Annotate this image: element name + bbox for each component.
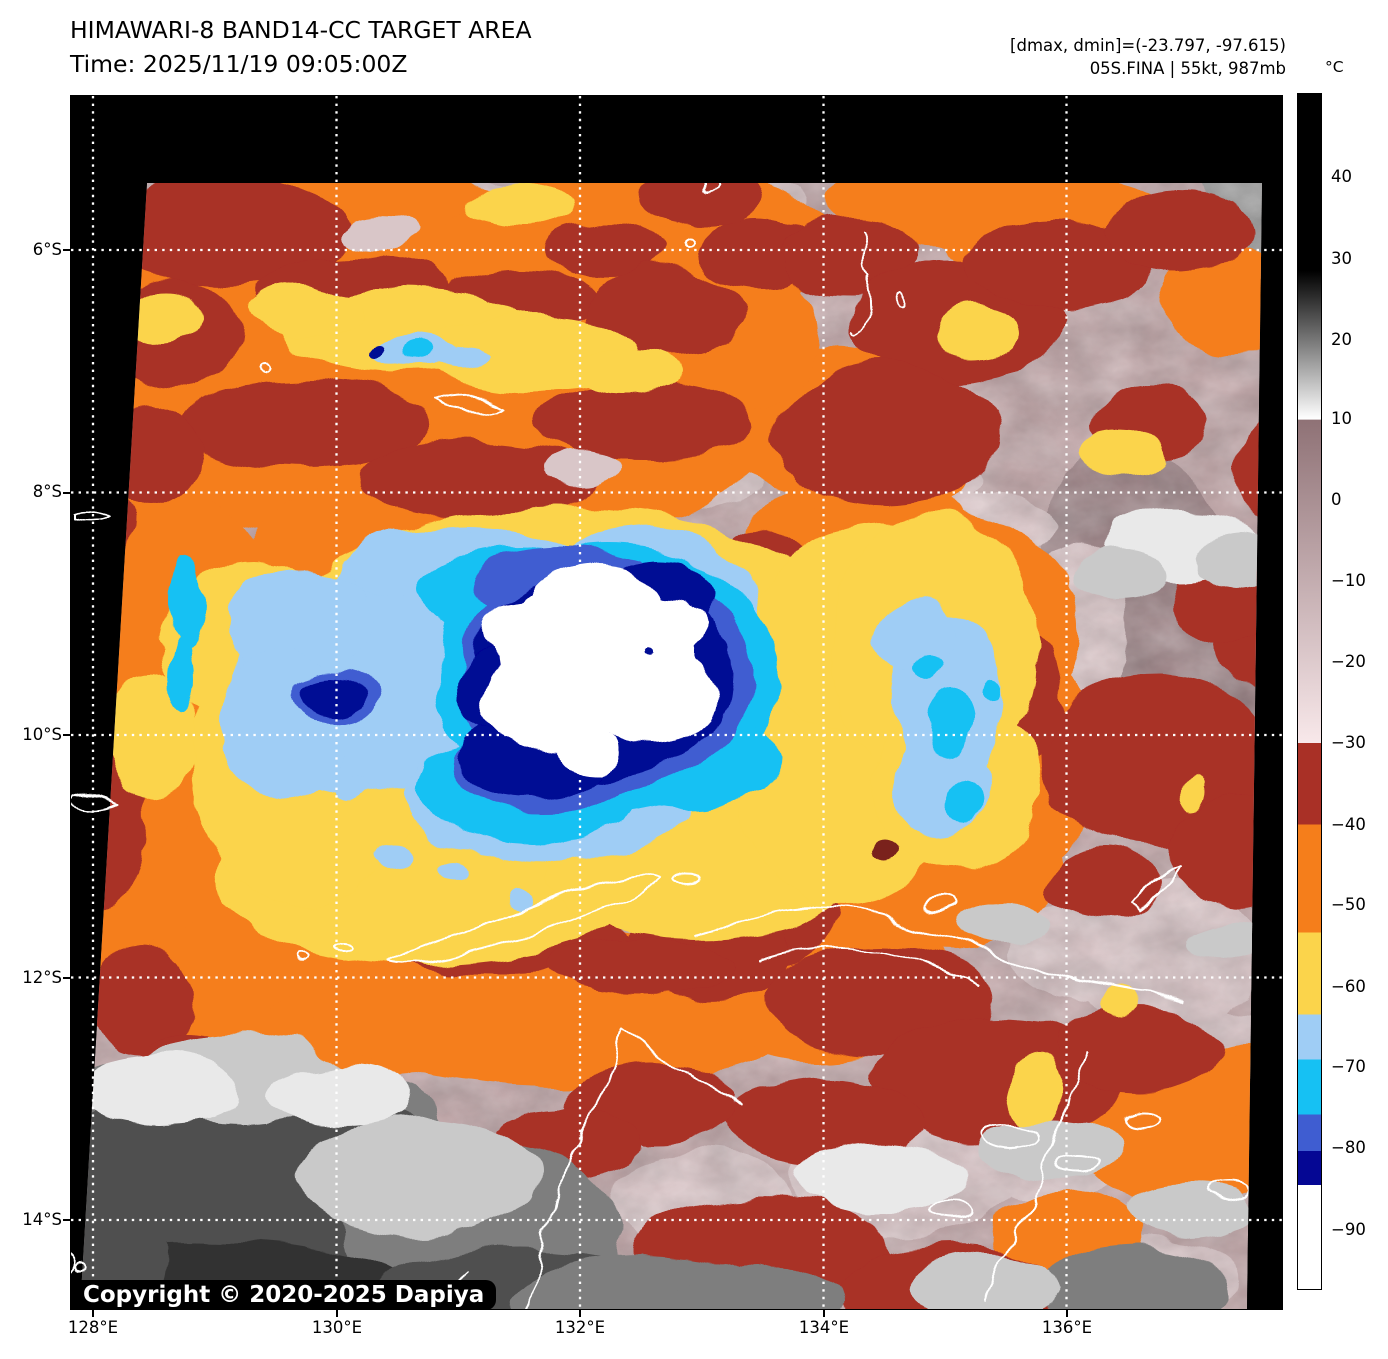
axis-tick	[63, 734, 70, 736]
colorbar-tick-0: 0	[1331, 490, 1342, 509]
coastlines	[257, 183, 1249, 1310]
colorbar-tick-m50: −50	[1331, 895, 1366, 914]
axis-tick	[63, 249, 70, 251]
storm-info-annotation: 05S.FINA | 55kt, 987mb	[1089, 59, 1286, 78]
colorbar-tick-m80: −80	[1331, 1138, 1366, 1157]
axis-tick	[579, 1310, 581, 1317]
colorbar-unit-label: °C	[1325, 58, 1344, 76]
lat-label-12s: 12°S	[22, 968, 62, 987]
temperature-colorbar	[1297, 93, 1322, 1290]
satellite-map: Copyright © 2020-2025 Dapiya	[70, 95, 1283, 1310]
axis-tick	[823, 1310, 825, 1317]
axis-tick	[63, 977, 70, 979]
axis-tick	[92, 1310, 94, 1317]
colorbar-tick-m70: −70	[1331, 1057, 1366, 1076]
colorbar-tick-40: 40	[1331, 167, 1352, 186]
lat-label-10s: 10°S	[22, 725, 62, 744]
axis-tick	[63, 1219, 70, 1221]
copyright-badge: Copyright © 2020-2025 Dapiya	[71, 1280, 497, 1310]
colorbar-tick-20: 20	[1331, 330, 1352, 349]
lon-label-130e: 130°E	[311, 1318, 363, 1337]
colorbar-tick-m20: −20	[1331, 652, 1366, 671]
colorbar-tick-10: 10	[1331, 409, 1352, 428]
lon-label-136e: 136°E	[1041, 1318, 1093, 1337]
axis-tick	[1066, 1310, 1068, 1317]
graticule-gridlines	[71, 96, 1282, 1309]
axis-tick	[63, 492, 70, 494]
lat-label-8s: 8°S	[32, 482, 62, 501]
colorbar-tick-30: 30	[1331, 249, 1352, 268]
lon-label-128e: 128°E	[67, 1318, 119, 1337]
colorbar-tick-m60: −60	[1331, 977, 1366, 996]
timestamp-label: Time: 2025/11/19 09:05:00Z	[70, 50, 408, 78]
satellite-image	[70, 96, 1282, 1310]
lon-label-134e: 134°E	[798, 1318, 850, 1337]
colorbar-tick-m90: −90	[1331, 1220, 1366, 1239]
data-swath	[80, 183, 1262, 1310]
colorbar-tick-m10: −10	[1331, 571, 1366, 590]
colorbar-tick-m30: −30	[1331, 733, 1366, 752]
lat-label-14s: 14°S	[22, 1210, 62, 1229]
axis-tick	[336, 1310, 338, 1317]
lat-label-6s: 6°S	[32, 240, 62, 259]
dmax-dmin-annotation: [dmax, dmin]=(-23.797, -97.615)	[1010, 36, 1286, 55]
page-title: HIMAWARI-8 BAND14-CC TARGET AREA	[70, 16, 532, 44]
colorbar-tick-m40: −40	[1331, 815, 1366, 834]
lon-label-132e: 132°E	[554, 1318, 606, 1337]
